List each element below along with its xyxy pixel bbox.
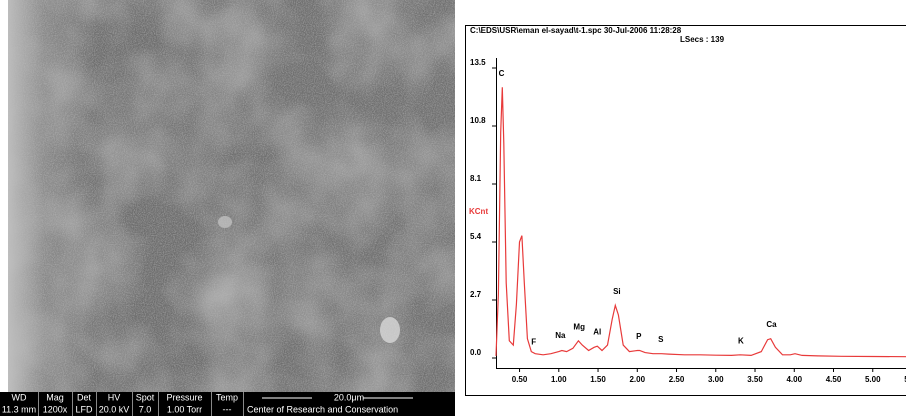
databar-header: Pressure <box>166 392 202 402</box>
y-axis-label: KCnt <box>469 207 488 216</box>
y-tick-label: 5.4 <box>470 232 482 241</box>
peak-label: F <box>531 337 536 346</box>
databar-value: LFD <box>75 404 93 414</box>
peak-label: S <box>658 335 664 344</box>
peak-label: P <box>636 332 642 341</box>
peak-label: Ca <box>766 320 777 329</box>
databar-value: Center of Research and Conservation <box>247 404 398 414</box>
databar-value: 1.00 Torr <box>167 404 202 414</box>
peak-label: Mg <box>573 322 585 331</box>
databar-value: 11.3 mm <box>2 404 36 414</box>
databar-header: HV <box>108 392 121 402</box>
databar-value: 20.0 kV <box>99 404 130 414</box>
x-tick-label: 2.50 <box>669 375 685 384</box>
chart-subtitle: LSecs : 139 <box>680 35 725 44</box>
peak-label: K <box>738 336 744 345</box>
databar-header: WD <box>12 392 27 402</box>
databar-value: 1200x <box>43 404 68 414</box>
x-tick-label: 5.50 <box>904 375 906 384</box>
x-tick-label: 1.50 <box>590 375 606 384</box>
databar-value: 7.0 <box>139 404 152 414</box>
databar-header: Det <box>77 392 92 402</box>
eds-spectrum: C:\EDS\USR\eman el-sayad\t-1.spc 30-Jul-… <box>465 25 906 396</box>
x-tick-label: 5.00 <box>865 375 881 384</box>
chart-frame <box>465 25 906 396</box>
peak-label: Na <box>555 331 566 340</box>
sem-databar: WD Mag Det HV Spot Pressure Temp 20.0μm 11.3 mm 1… <box>0 392 455 416</box>
chart-title: C:\EDS\USR\eman el-sayad\t-1.spc 30-Jul-… <box>470 26 682 35</box>
peak-label: Al <box>593 328 601 337</box>
spectrum-line <box>495 87 906 358</box>
x-tick-label: 3.50 <box>747 375 763 384</box>
databar-value: --- <box>223 404 232 414</box>
y-tick-label: 10.8 <box>470 116 486 125</box>
databar-background <box>0 392 455 416</box>
x-tick-label: 1.00 <box>551 375 567 384</box>
x-tick-label: 4.50 <box>826 375 842 384</box>
y-tick-label: 2.7 <box>470 290 482 299</box>
databar-header: Temp <box>216 392 238 402</box>
sem-image <box>8 0 455 392</box>
sem-particle <box>380 317 400 343</box>
databar-header: Spot <box>136 392 155 402</box>
x-tick-label: 0.50 <box>512 375 528 384</box>
databar-header: 20.0μm <box>334 392 364 402</box>
y-tick-label: 0.0 <box>470 348 482 357</box>
x-tick-label: 2.00 <box>629 375 645 384</box>
y-tick-label: 13.5 <box>470 58 486 67</box>
y-tick-label: 8.1 <box>470 174 482 183</box>
peak-label: Si <box>613 287 621 296</box>
x-tick-label: 3.00 <box>708 375 724 384</box>
databar-header: Mag <box>46 392 64 402</box>
peak-label: C <box>499 69 505 78</box>
sem-particle <box>218 216 232 228</box>
x-tick-label: 4.00 <box>786 375 802 384</box>
